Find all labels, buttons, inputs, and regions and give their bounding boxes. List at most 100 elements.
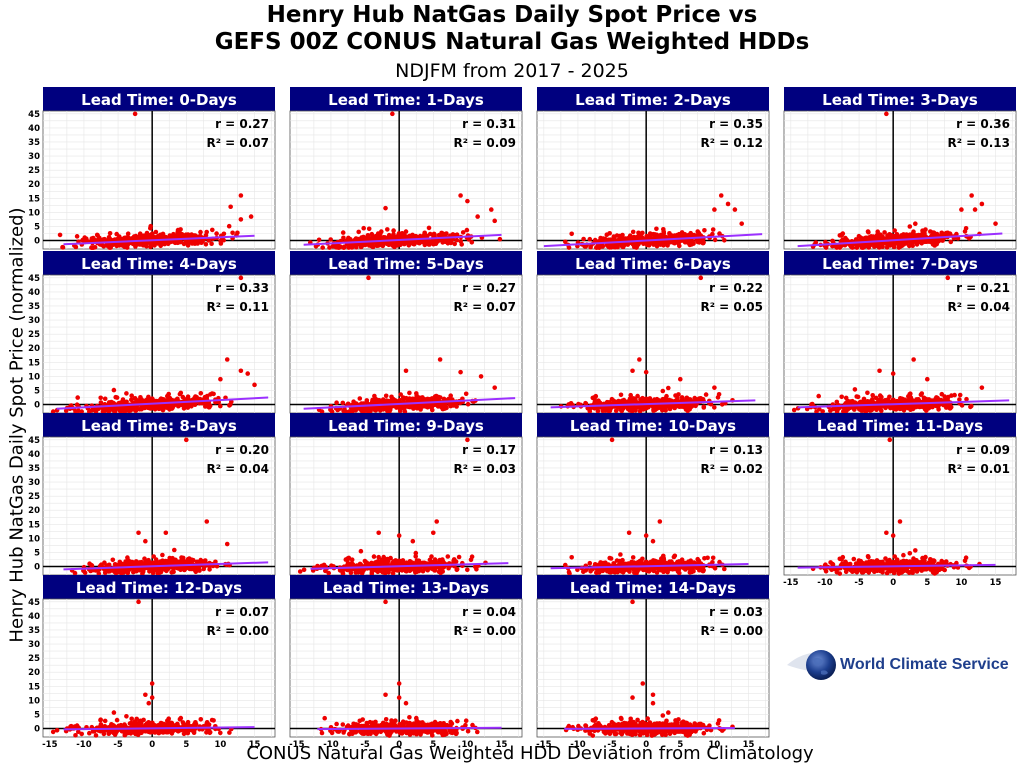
r-value: r = 0.27 (215, 117, 269, 131)
y-tick-label: 25 (28, 166, 40, 176)
data-point (142, 405, 147, 411)
data-point (962, 229, 968, 234)
data-point (712, 566, 718, 571)
r2-value: R² = 0.04 (206, 462, 269, 476)
data-point (189, 557, 194, 562)
data-point (137, 231, 143, 236)
data-point (378, 408, 383, 413)
data-point (834, 399, 840, 405)
data-point (920, 404, 925, 410)
data-point (119, 570, 125, 576)
outlier-point (224, 357, 230, 362)
data-point (69, 403, 74, 408)
outlier-point (238, 368, 244, 374)
y-tick-label: 0 (34, 401, 40, 411)
data-point (316, 237, 322, 243)
data-point (155, 241, 161, 246)
data-point (607, 555, 612, 561)
outlier-point (637, 357, 642, 362)
data-point (189, 404, 194, 409)
data-point (422, 242, 428, 248)
data-point (334, 400, 339, 406)
data-point (945, 230, 950, 236)
data-point (412, 234, 418, 239)
data-point (385, 227, 390, 232)
panel-strip (290, 251, 522, 275)
data-point (959, 403, 965, 408)
data-point (117, 408, 123, 414)
data-point (403, 229, 409, 234)
data-point (595, 408, 601, 414)
panel-label: Lead Time: 6-Days (575, 255, 731, 273)
y-tick-label: 30 (28, 478, 40, 488)
data-point (647, 231, 653, 236)
panel-label: Lead Time: 8-Days (81, 417, 237, 435)
data-point (451, 557, 457, 562)
data-point (192, 402, 198, 408)
data-point (859, 236, 865, 242)
data-point (345, 556, 351, 561)
data-point (129, 397, 134, 403)
data-point (969, 403, 974, 409)
data-point (569, 555, 574, 560)
data-point (208, 392, 213, 397)
data-point (865, 390, 870, 396)
data-point (148, 226, 153, 231)
data-point (658, 404, 663, 409)
data-point (679, 397, 685, 403)
panel-strip (43, 251, 275, 275)
data-point (886, 240, 891, 246)
data-point (399, 231, 405, 236)
data-point (464, 227, 470, 233)
data-point (374, 568, 379, 573)
data-point (340, 230, 346, 235)
data-point (376, 554, 382, 560)
data-point (432, 559, 438, 564)
data-point (152, 407, 158, 412)
outlier-point (712, 207, 717, 212)
data-point (170, 555, 175, 561)
data-point (134, 404, 139, 410)
data-point (948, 239, 954, 245)
data-point (358, 244, 364, 250)
data-point (379, 242, 385, 248)
data-point (202, 394, 208, 400)
data-point (497, 236, 503, 242)
data-point (167, 407, 172, 412)
panel-label: Lead Time: 9-Days (328, 417, 484, 435)
data-point (198, 391, 204, 396)
outlier-point (238, 275, 244, 281)
data-point (883, 398, 888, 403)
data-point (97, 235, 102, 241)
data-point (407, 397, 412, 402)
data-point (583, 401, 589, 407)
data-point (108, 245, 113, 250)
outlier-point (390, 111, 395, 117)
data-point (392, 244, 397, 250)
panel-label: Lead Time: 1-Days (328, 91, 484, 109)
y-tick-label: 0 (34, 237, 40, 247)
y-tick-label: 20 (28, 344, 40, 354)
outlier-point (877, 368, 882, 374)
y-tick-label: 10 (28, 372, 40, 382)
data-point (645, 241, 651, 246)
data-point (949, 393, 954, 398)
data-point (418, 404, 423, 409)
data-point (665, 240, 670, 245)
outlier-point (430, 530, 436, 536)
data-point (165, 241, 171, 247)
r-value: r = 0.31 (462, 117, 516, 131)
panel-strip (537, 87, 769, 111)
y-tick-label: 45 (28, 436, 40, 446)
data-point (297, 569, 303, 574)
data-point (405, 567, 410, 573)
data-point (169, 570, 174, 575)
r-value: r = 0.21 (956, 281, 1010, 295)
data-point (151, 554, 156, 559)
data-point (60, 244, 65, 250)
data-point (172, 234, 178, 239)
outlier-point (218, 376, 223, 382)
outlier-point (677, 376, 683, 382)
data-point (604, 232, 610, 237)
data-point (111, 387, 117, 393)
